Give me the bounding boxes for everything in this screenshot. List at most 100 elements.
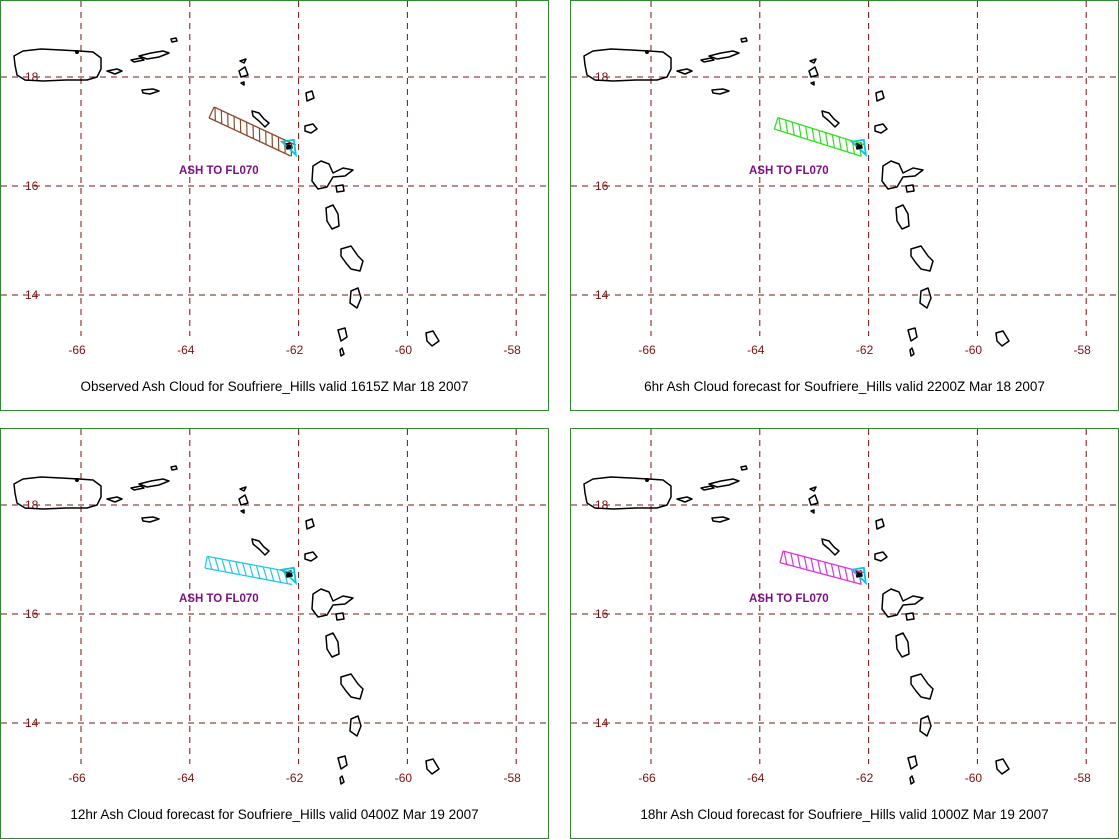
island-virgin-islands-bvi — [708, 478, 740, 488]
island-saba-statia — [810, 81, 815, 86]
island-antigua — [874, 123, 888, 134]
island-grenadines — [909, 347, 915, 357]
ash-cloud-hatch — [221, 558, 227, 573]
longitude-label: -66 — [68, 771, 86, 785]
ash-cloud-hatch — [790, 552, 795, 567]
island-puerto-rico — [13, 476, 102, 510]
ash-cloud-edge — [777, 116, 866, 146]
latitude-label: 16 — [25, 607, 39, 621]
island-guadeloupe — [311, 588, 354, 618]
island-barbuda — [875, 518, 885, 530]
ash-cloud-edge — [779, 550, 784, 563]
ash-map-18hr: -66 -64 -62 -60 -58 18 16 14 ASH TO FL070 — [571, 429, 1118, 785]
island-barbados — [425, 330, 440, 347]
island-barbuda — [305, 518, 315, 530]
island-guadeloupe — [311, 160, 354, 190]
island-virgin-islands-east — [170, 37, 178, 43]
island-barbuda — [875, 90, 885, 102]
island-virgin-islands-st-thomas — [700, 485, 715, 491]
ash-cloud-hatch — [818, 130, 822, 144]
island-saba-statia — [810, 509, 815, 514]
ash-cloud-hatch — [791, 121, 795, 136]
longitude-label: -64 — [177, 343, 195, 357]
ash-cloud-edge — [204, 567, 293, 586]
island-guadeloupe — [881, 160, 924, 190]
island-vieques — [676, 68, 693, 75]
longitude-label: -64 — [177, 771, 195, 785]
island-barbados — [995, 330, 1010, 347]
ash-cloud-hatch — [837, 565, 842, 579]
ash-cloud — [204, 555, 295, 586]
ash-altitude-label: ASH TO FL070 — [749, 593, 829, 605]
island-virgin-islands-east — [740, 37, 748, 43]
island-st-lucia — [349, 715, 362, 737]
city-dot — [75, 50, 79, 54]
island-st-croix — [711, 516, 730, 523]
island-marie-galante — [335, 184, 345, 193]
island-marie-galante — [905, 612, 915, 621]
island-antigua — [874, 551, 888, 562]
longitude-label: -62 — [856, 343, 874, 357]
longitude-label: -64 — [747, 771, 765, 785]
island-st-kitts-nevis — [251, 538, 270, 556]
island-barbados — [425, 758, 440, 775]
city-dot — [645, 478, 649, 482]
longitude-label: -58 — [1074, 343, 1092, 357]
island-martinique — [910, 245, 934, 272]
island-virgin-islands-east — [170, 465, 178, 471]
island-st-vincent — [337, 327, 348, 342]
longitude-label: -58 — [1074, 771, 1092, 785]
panel-caption: 6hr Ash Cloud forecast for Soufriere_Hil… — [644, 379, 1045, 394]
longitude-label: -66 — [638, 343, 656, 357]
latitude-label: 14 — [595, 716, 609, 730]
island-marie-galante — [905, 184, 915, 193]
ash-cloud-hatch — [831, 134, 836, 148]
island-virgin-islands-east — [740, 465, 748, 471]
ash-cloud-edge — [204, 556, 208, 569]
island-st-lucia — [919, 287, 932, 309]
latitude-label: 18 — [595, 498, 609, 512]
ash-cloud-edge — [207, 555, 295, 574]
island-vieques — [676, 496, 693, 503]
ash-cloud-hatch — [811, 128, 816, 142]
ash-cloud-hatch — [248, 564, 254, 578]
ash-cloud-edge — [774, 128, 862, 157]
city-dot — [645, 50, 649, 54]
ash-cloud-hatch — [214, 557, 220, 571]
ash-cloud-hatch — [803, 556, 808, 570]
map-panel-observed: -66 -64 -62 -60 -58 18 16 14 ASH TO FL070 Observ… — [0, 0, 549, 411]
island-puerto-rico — [13, 48, 102, 82]
island-martinique — [910, 673, 934, 700]
island-st-kitts-nevis — [251, 110, 270, 128]
ash-cloud — [779, 550, 865, 585]
island-dominica — [325, 632, 340, 658]
volcano-dot — [286, 572, 292, 578]
ash-cloud-hatch — [207, 556, 213, 570]
ash-cloud-edge — [208, 117, 291, 157]
panel-caption: 12hr Ash Cloud forecast for Soufriere_Hi… — [70, 807, 479, 822]
island-barbados — [995, 758, 1010, 775]
latitude-label: 14 — [25, 716, 39, 730]
ash-cloud-hatch — [851, 569, 855, 583]
island-st-croix — [711, 88, 730, 95]
longitude-label: -58 — [504, 343, 522, 357]
map-panel-12hr: -66 -64 -62 -60 -58 18 16 14 ASH TO FL070 12hr A… — [0, 428, 549, 839]
island-saba-statia — [240, 509, 245, 514]
longitude-label: -62 — [286, 771, 304, 785]
island-virgin-islands-st-thomas — [130, 485, 145, 491]
ash-map-6hr: -66 -64 -62 -60 -58 18 16 14 ASH TO FL070 — [571, 1, 1118, 357]
ash-cloud-hatch — [228, 560, 234, 574]
island-dominica — [895, 632, 910, 658]
island-saba-statia — [240, 81, 245, 86]
longitude-label: -60 — [395, 343, 413, 357]
ash-cloud-hatch — [824, 561, 828, 576]
island-anguilla — [809, 486, 817, 492]
longitude-label: -64 — [747, 343, 765, 357]
longitude-label: -58 — [504, 771, 522, 785]
ash-cloud-hatch — [778, 117, 782, 132]
longitude-label: -60 — [965, 771, 983, 785]
island-st-lucia — [919, 715, 932, 737]
ash-cloud-edge — [773, 117, 779, 130]
island-virgin-islands-bvi — [138, 478, 170, 488]
island-vieques — [106, 496, 123, 503]
